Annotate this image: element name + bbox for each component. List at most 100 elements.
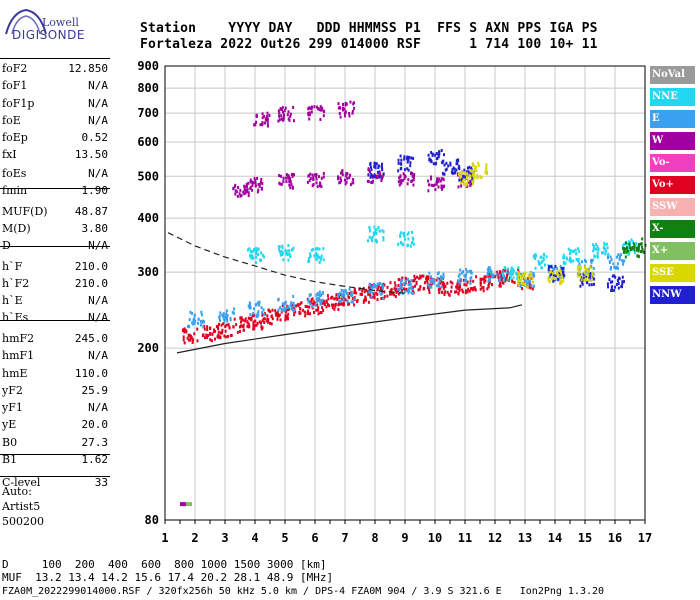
data-point-nnw	[463, 175, 466, 179]
data-point-w	[351, 109, 354, 113]
data-point-vo	[338, 295, 340, 299]
data-point-nnw	[428, 158, 431, 162]
data-point-w	[245, 185, 248, 188]
data-point-w	[382, 172, 385, 176]
data-point-nnw	[559, 279, 562, 283]
data-point-vo	[247, 323, 250, 327]
data-point-w	[310, 105, 313, 109]
data-point-vo	[358, 287, 361, 291]
data-point-nne	[512, 268, 515, 271]
data-point-nne	[252, 256, 255, 260]
data-point-nnw	[618, 277, 621, 281]
data-point-w	[283, 109, 286, 113]
data-point-e	[459, 268, 462, 272]
data-point-nne	[290, 248, 293, 252]
data-point-w	[291, 185, 294, 189]
data-point-e	[528, 280, 531, 284]
data-point-vo	[377, 283, 380, 287]
data-point-nnw	[437, 153, 440, 157]
data-point-nnw	[617, 286, 620, 290]
data-point-nne	[575, 252, 578, 256]
data-point-e	[470, 271, 472, 274]
data-point-vo	[376, 288, 379, 292]
x-tick-label: 4	[251, 531, 258, 545]
data-point-sse	[520, 277, 523, 281]
data-point-nnw	[611, 280, 614, 284]
data-point-vo	[449, 280, 452, 284]
data-point-vo	[492, 275, 495, 279]
data-point-vo	[216, 335, 219, 339]
param-name: fxI	[2, 148, 17, 162]
data-point-sse	[472, 171, 475, 175]
data-point-e	[525, 279, 528, 283]
data-point-vo	[425, 279, 428, 283]
data-point-e	[192, 322, 195, 326]
param-value: 25.9	[81, 384, 109, 398]
param-value: 13.50	[74, 148, 108, 162]
data-point-nnw	[441, 160, 444, 164]
data-point-nne	[318, 247, 321, 251]
data-point-vo	[451, 281, 454, 285]
data-point-nne	[621, 245, 624, 248]
data-point-w	[341, 173, 344, 177]
data-point-w	[235, 190, 238, 194]
data-point-w	[289, 186, 292, 190]
data-point-vo	[325, 300, 328, 304]
data-point-w	[308, 106, 311, 110]
data-point-vo	[267, 308, 270, 312]
data-point-vo	[383, 290, 386, 294]
data-point-nne	[316, 254, 319, 258]
data-point-nnw	[373, 175, 376, 179]
data-point-nne	[596, 254, 599, 258]
data-point-e	[553, 267, 555, 271]
data-point-vo	[183, 330, 186, 334]
data-point-w	[465, 184, 468, 188]
legend-item-vo: Vo+	[650, 176, 695, 194]
data-point-vo	[307, 309, 309, 313]
data-point-vo	[532, 274, 535, 278]
data-point-vo	[278, 313, 281, 317]
data-point-e	[254, 303, 257, 307]
data-point-nnw	[462, 180, 464, 183]
data-point-nne	[399, 234, 402, 238]
data-point-vo	[413, 279, 416, 283]
data-point-vo	[377, 284, 380, 288]
data-point-vo	[271, 308, 274, 312]
data-point-vo	[306, 297, 309, 301]
data-point-w	[255, 120, 258, 124]
data-point-sse	[519, 278, 522, 282]
data-point-vo	[203, 324, 206, 328]
data-point-nne	[534, 257, 537, 260]
data-point-nne	[627, 246, 630, 250]
data-point-w	[315, 177, 318, 181]
data-point-nne	[403, 233, 406, 237]
data-point-vo	[204, 336, 206, 340]
data-point-vo	[250, 316, 253, 320]
data-point-w	[266, 118, 269, 122]
data-point-vo	[439, 287, 442, 291]
data-point-nnw	[445, 167, 448, 171]
data-point-nnw	[472, 171, 475, 175]
data-point-w	[249, 187, 252, 191]
hdr-ddd-val: 299	[308, 37, 333, 52]
data-point-nnw	[452, 166, 455, 170]
data-point-w	[289, 180, 292, 184]
data-point-e	[490, 272, 493, 275]
data-point-vo	[375, 291, 378, 295]
data-point-sse	[521, 282, 524, 285]
data-point-nne	[623, 248, 626, 252]
data-point-e	[253, 307, 255, 311]
data-point-w	[379, 174, 382, 178]
data-point-e	[321, 298, 324, 302]
param-row-hf: h`F 210.0	[2, 260, 108, 274]
data-point-w	[438, 177, 441, 181]
data-point-vo	[458, 288, 461, 292]
data-point-e	[283, 308, 286, 312]
y-tick-label: 300	[137, 265, 159, 279]
data-point-e	[430, 275, 433, 279]
param-row-clevel: C-level 33	[2, 476, 108, 490]
param-value: 27.3	[81, 436, 109, 450]
data-point-w	[459, 174, 462, 178]
data-point-vo	[479, 283, 482, 287]
data-point-w	[344, 102, 347, 106]
